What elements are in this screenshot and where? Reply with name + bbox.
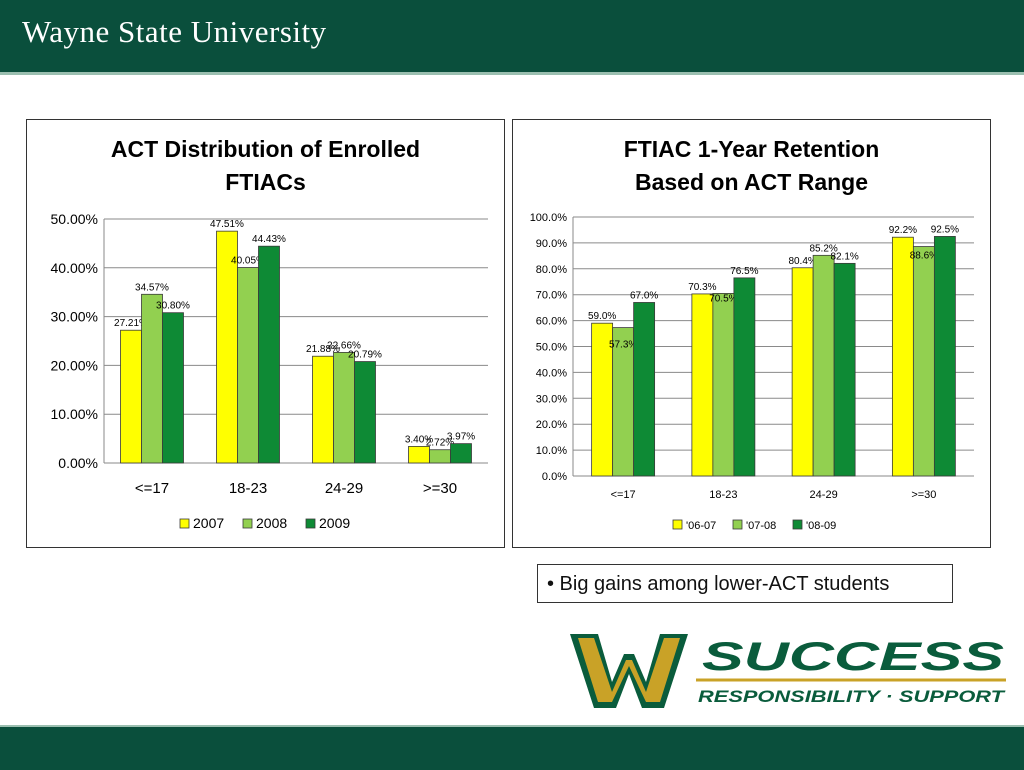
data-label: 47.51% <box>210 219 244 230</box>
bar-2008-1 <box>237 267 259 464</box>
bar-2007-2 <box>312 355 334 464</box>
data-label: 44.43% <box>252 234 286 245</box>
header-bar: Wayne State University <box>0 0 1024 75</box>
data-label: 80.4% <box>788 256 816 267</box>
data-label: 21.88% <box>306 344 340 355</box>
data-label: 3.40% <box>405 434 433 445</box>
bar-2008-3 <box>429 449 451 464</box>
chart-title-line-1: FTIAC 1-Year Retention <box>624 136 880 162</box>
success-logo: SUCCESS RESPONSIBILITY · SUPPORT <box>570 634 1006 708</box>
legend-swatch <box>792 519 803 530</box>
legend-label: 2007 <box>193 515 224 531</box>
bar-0708-2 <box>812 254 835 477</box>
legend-label: 2009 <box>319 515 350 531</box>
footer-bar <box>0 725 1024 770</box>
data-label: 59.0% <box>588 311 616 322</box>
bar-2007-3 <box>408 446 430 464</box>
data-label: 70.5% <box>709 293 737 304</box>
y-tick-label: 100.0% <box>530 212 568 224</box>
bar-2008-2 <box>333 352 355 464</box>
chart-title-line-2: Based on ACT Range <box>635 169 868 195</box>
y-tick-label: 30.00% <box>51 309 98 325</box>
data-label: 34.57% <box>135 282 169 293</box>
x-tick-label: <=17 <box>135 480 169 497</box>
legend-label: '08-09 <box>806 520 836 532</box>
legend-swatch <box>305 518 316 529</box>
y-tick-label: 40.0% <box>536 367 567 379</box>
bar-0607-2 <box>791 267 814 477</box>
data-label: 88.6% <box>910 251 938 262</box>
y-tick-label: 20.0% <box>536 419 567 431</box>
y-tick-label: 50.0% <box>536 341 567 353</box>
bar-2008-0 <box>141 293 163 464</box>
retention-chart-svg: FTIAC 1-Year Retention Based on ACT Range… <box>530 136 974 532</box>
w-logo-icon <box>570 634 688 708</box>
data-label: 76.5% <box>730 266 758 277</box>
y-tick-label: 50.00% <box>51 211 98 227</box>
y-tick-label: 40.00% <box>51 260 98 276</box>
data-label: 57.3% <box>609 340 637 351</box>
legend-label: 2008 <box>256 515 287 531</box>
data-label: 3.97% <box>447 432 475 443</box>
callout-box: • Big gains among lower-ACT students <box>537 564 953 603</box>
legend-swatch <box>242 518 253 529</box>
x-tick-label: 24-29 <box>810 489 838 501</box>
bar-0809-1 <box>733 277 756 477</box>
y-tick-label: 0.00% <box>58 455 98 471</box>
data-label: 40.05% <box>231 256 265 267</box>
bar-0607-3 <box>891 236 914 477</box>
y-tick-label: 20.00% <box>51 357 98 373</box>
y-tick-label: 70.0% <box>536 290 567 302</box>
x-tick-label: 18-23 <box>709 489 737 501</box>
y-tick-label: 10.00% <box>51 406 98 422</box>
y-tick-label: 80.0% <box>536 264 567 276</box>
y-tick-label: 10.0% <box>536 445 567 457</box>
bar-2009-1 <box>258 245 280 464</box>
x-tick-label: 18-23 <box>229 480 267 497</box>
legend-label: '07-08 <box>746 520 776 532</box>
legend-swatch <box>672 519 683 530</box>
bar-0809-0 <box>633 302 656 477</box>
data-label: 20.79% <box>348 350 382 361</box>
chart-title-line-2: FTIACs <box>225 169 306 195</box>
data-label: 92.2% <box>889 225 917 236</box>
y-tick-label: 90.0% <box>536 238 567 250</box>
data-label: 82.1% <box>830 251 858 262</box>
x-tick-label: 24-29 <box>325 480 363 497</box>
retention-chart: FTIAC 1-Year Retention Based on ACT Range… <box>512 119 991 548</box>
bar-0809-2 <box>833 262 856 477</box>
legend-swatch <box>179 518 190 529</box>
callout-text: • Big gains among lower-ACT students <box>547 573 890 595</box>
data-label: 70.3% <box>688 282 716 293</box>
y-tick-label: 30.0% <box>536 393 567 405</box>
chart-title-line-1: ACT Distribution of Enrolled <box>111 136 420 162</box>
data-label: 67.0% <box>630 290 658 301</box>
x-tick-label: >=30 <box>911 489 936 501</box>
bar-0607-1 <box>691 293 714 477</box>
university-name: Wayne State University <box>22 14 327 49</box>
data-label: 92.5% <box>931 224 959 235</box>
legend-label: '06-07 <box>686 520 716 532</box>
x-tick-label: >=30 <box>423 480 457 497</box>
data-label: 2.72% <box>426 438 454 449</box>
y-tick-label: 0.0% <box>542 471 567 483</box>
bar-2009-3 <box>450 443 472 464</box>
data-label: 27.21% <box>114 318 148 329</box>
legend-swatch <box>732 519 743 530</box>
x-tick-label: <=17 <box>611 489 636 501</box>
data-label: 22.66% <box>327 340 361 351</box>
data-label: 85.2% <box>809 243 837 254</box>
logo-success-text: SUCCESS <box>702 635 1004 679</box>
bar-0708-1 <box>712 293 735 477</box>
act-distribution-chart-svg: ACT Distribution of Enrolled FTIACs 0.00% 1… <box>51 136 488 531</box>
bar-2009-2 <box>354 361 376 464</box>
bar-2007-0 <box>120 329 142 464</box>
act-distribution-chart: ACT Distribution of Enrolled FTIACs 0.00% 1… <box>26 119 505 548</box>
bar-0809-3 <box>933 236 956 477</box>
bar-0708-3 <box>912 246 935 477</box>
y-tick-label: 60.0% <box>536 316 567 328</box>
bar-2009-0 <box>162 312 184 464</box>
data-label: 30.80% <box>156 301 190 312</box>
logo-subtitle-text: RESPONSIBILITY · SUPPORT <box>698 687 1006 706</box>
